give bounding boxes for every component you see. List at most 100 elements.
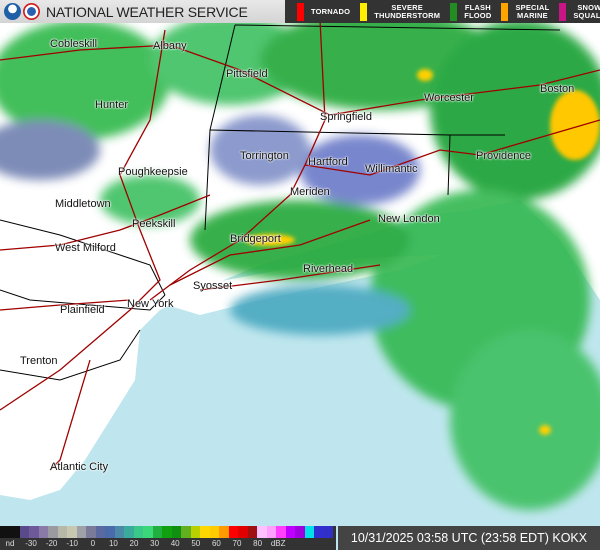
warning-swatch — [450, 2, 458, 21]
color-swatch — [295, 526, 305, 538]
color-swatch — [190, 526, 201, 538]
city-label: Meriden — [290, 186, 330, 198]
city-label: Worcester — [424, 92, 474, 104]
color-swatch — [67, 526, 77, 538]
legend-tick: 30 — [150, 539, 160, 548]
color-swatch — [114, 526, 125, 538]
warning-type: SPECIAL MARINE — [501, 2, 550, 21]
color-swatch — [48, 526, 58, 538]
warning-legend: TORNADO SEVERE THUNDERSTORM FLASH FLOOD SPECI… — [285, 0, 600, 23]
city-label: Hunter — [95, 99, 129, 111]
warning-swatch — [559, 2, 567, 21]
color-bar — [20, 526, 333, 538]
city-label: Boston — [540, 83, 575, 95]
highways — [0, 19, 600, 471]
noaa-logo — [4, 3, 21, 20]
color-swatch — [228, 526, 239, 538]
warning-label: TORNADO — [311, 6, 351, 16]
city-label: Pittsfield — [226, 68, 268, 80]
no-data-swatch — [0, 526, 20, 538]
warning-swatch — [360, 2, 368, 21]
state-borders — [0, 24, 561, 381]
color-swatch — [257, 526, 267, 538]
color-swatch — [304, 526, 315, 538]
city-label: Peekskill — [132, 218, 176, 230]
color-swatch — [171, 526, 182, 538]
warning-label: SNOW — [577, 2, 600, 12]
color-swatch — [266, 526, 277, 538]
color-swatch — [285, 526, 296, 538]
city-label: Poughkeepsie — [118, 166, 188, 178]
legend-tick: 50 — [191, 539, 201, 548]
legend-tick: -20 — [45, 539, 58, 548]
city-label: Providence — [476, 150, 532, 162]
warning-label: SQUALL — [573, 10, 600, 20]
legend-tick: 20 — [129, 539, 139, 548]
color-swatch — [247, 526, 258, 538]
city-label: West Milford — [55, 242, 116, 254]
city-label: Bridgeport — [230, 233, 281, 245]
color-swatch — [20, 526, 30, 538]
warning-label: SEVERE — [391, 2, 424, 12]
city-label: Atlantic City — [50, 461, 109, 473]
color-swatch — [314, 526, 324, 538]
warning-swatch — [297, 2, 304, 21]
warning-label: FLOOD — [464, 10, 492, 20]
city-label: New York — [127, 298, 174, 310]
color-swatch — [76, 526, 87, 538]
warning-type: SNOWSQUALL — [559, 2, 600, 21]
color-swatch — [181, 526, 191, 538]
warning-label: FLASH — [464, 2, 491, 12]
legend-tick: 60 — [211, 539, 221, 548]
legend-tick: 0 — [90, 539, 96, 548]
color-swatch — [219, 526, 229, 538]
warning-type: FLASH FLOOD — [450, 2, 492, 21]
city-label: Plainfield — [60, 304, 105, 316]
warning-type: SEVERE THUNDERSTORM — [360, 2, 441, 21]
city-label: Torrington — [240, 150, 289, 162]
legend-tick: 40 — [170, 539, 180, 548]
legend-tick: -10 — [66, 539, 78, 548]
color-swatch — [95, 526, 106, 538]
color-swatch — [209, 526, 220, 538]
radar-echoes — [0, 10, 600, 510]
city-label: Hartford — [308, 156, 348, 168]
city-label: Springfield — [320, 111, 372, 123]
radar-map[interactable] — [0, 0, 600, 526]
city-label: Riverhead — [303, 263, 354, 275]
city-label: Albany — [153, 40, 187, 52]
city-label: Middletown — [55, 198, 111, 210]
legend-tick: 10 — [108, 539, 118, 548]
legend-tick: dBZ — [270, 539, 286, 548]
city-label: Willimantic — [365, 163, 418, 175]
city-label: Syosset — [193, 280, 233, 292]
warning-swatch — [501, 2, 509, 21]
legend-tick: 70 — [232, 539, 242, 548]
timestamp: 10/31/2025 03:58 UTC (23:58 EDT) KOKX — [338, 526, 600, 550]
warning-label: MARINE — [517, 10, 548, 20]
warning-label: SPECIAL — [515, 2, 550, 12]
color-swatch — [143, 526, 153, 538]
color-swatch — [133, 526, 144, 538]
color-swatch — [38, 526, 49, 538]
nd-label: nd — [5, 539, 15, 548]
nws-header: NATIONAL WEATHER SERVICE — [0, 0, 285, 23]
color-swatch — [124, 526, 134, 538]
color-swatch — [86, 526, 96, 538]
color-swatch — [162, 526, 172, 538]
color-swatch — [276, 526, 286, 538]
city-label: New London — [378, 213, 440, 225]
color-swatch — [152, 526, 163, 538]
color-swatch — [57, 526, 68, 538]
color-swatch — [323, 526, 333, 538]
reflectivity-legend: nd -30 -20 -10 0 10 20 30 40 50 60 70 80 dBZ — [0, 526, 336, 550]
nws-logo — [23, 3, 40, 20]
page-title: NATIONAL WEATHER SERVICE — [46, 3, 248, 20]
legend-tick: -30 — [25, 539, 37, 548]
warning-label: THUNDERSTORM — [374, 10, 441, 20]
city-label: Cobleskill — [50, 38, 98, 50]
legend-tick: 80 — [253, 539, 263, 548]
color-swatch — [200, 526, 210, 538]
city-label: Trenton — [20, 355, 58, 367]
color-swatch — [238, 526, 248, 538]
